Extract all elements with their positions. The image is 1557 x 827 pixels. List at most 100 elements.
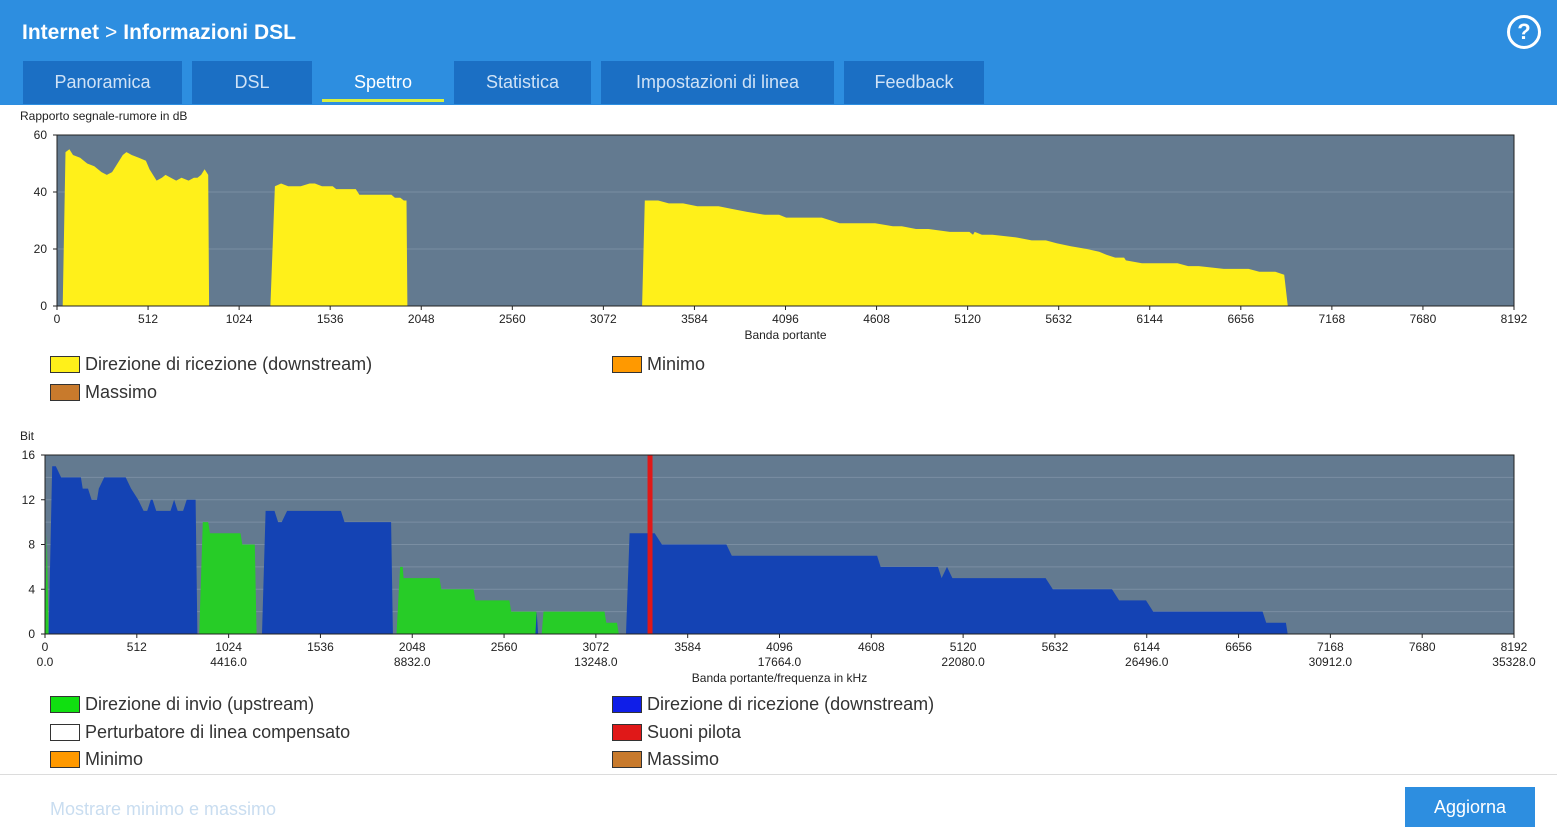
legend-item-snr-downstream: Direzione di ricezione (downstream) [50, 353, 372, 375]
legend-item-snr-minimo: Minimo [612, 353, 705, 375]
x-tick-label: 4096 [772, 312, 799, 326]
y-tick-label: 12 [22, 493, 36, 507]
legend-label: Direzione di ricezione (downstream) [85, 353, 373, 374]
x-tick-label: 3584 [674, 640, 701, 654]
tab-label: Spettro [353, 72, 413, 92]
x-tick-label: 512 [127, 640, 147, 654]
page-title: Informazioni DSL [123, 21, 296, 44]
x-tick-khz-label: 0.0 [37, 655, 54, 669]
series-area [48, 466, 198, 634]
x-tick-label: 5120 [950, 640, 977, 654]
legend-swatch [50, 750, 80, 768]
x-tick-label: 8192 [1501, 312, 1528, 326]
x-tick-label: 3072 [583, 640, 610, 654]
x-tick-khz-label: 13248.0 [574, 655, 618, 669]
legend-swatch [612, 750, 642, 768]
pilot-tone-line [647, 455, 653, 634]
x-tick-label: 3072 [590, 312, 617, 326]
snr-chart-title: Rapporto segnale-rumore in dB [20, 109, 188, 123]
series-area [270, 183, 408, 306]
tab-dsl[interactable]: DSL [192, 61, 312, 104]
series-area [626, 533, 1288, 634]
x-tick-label: 1536 [317, 312, 344, 326]
show-min-max-toggle[interactable]: Mostrare minimo e massimo [50, 799, 277, 819]
x-tick-label: 5632 [1042, 640, 1069, 654]
tab-panoramica[interactable]: Panoramica [23, 61, 182, 104]
x-tick-label: 7680 [1409, 640, 1436, 654]
x-tick-label: 0 [54, 312, 61, 326]
legend-item-downstream: Direzione di ricezione (downstream) [612, 693, 934, 715]
x-tick-label: 5120 [954, 312, 981, 326]
breadcrumb-parent-link[interactable]: Internet [22, 21, 100, 44]
x-tick-label: 1536 [307, 640, 334, 654]
footer-bar: Mostrare minimo e massimo Aggiorna [0, 774, 1557, 827]
legend-swatch [50, 695, 80, 713]
help-icon[interactable]: ? [1507, 15, 1541, 49]
series-area [45, 533, 49, 634]
tab-feedback[interactable]: Feedback [844, 61, 984, 104]
x-tick-label: 2560 [491, 640, 518, 654]
snr-chart: 0 20 40 60 0 512 1024 1536 2048 2560 3072 3584 4096 4… [34, 128, 1528, 340]
legend-label: Massimo [85, 381, 158, 402]
tab-statistica[interactable]: Statistica [454, 61, 591, 104]
series-area [396, 566, 539, 634]
legend-swatch [612, 355, 642, 373]
x-tick-label: 5632 [1045, 312, 1072, 326]
tab-label: Impostazioni di linea [635, 72, 800, 92]
legend-label: Perturbatore di linea compensato [85, 721, 351, 742]
x-tick-label: 7680 [1410, 312, 1437, 326]
tab-label: Panoramica [54, 72, 151, 92]
x-axis-label: Banda portante [744, 328, 826, 340]
x-tick-label: 6656 [1225, 640, 1252, 654]
y-tick-label: 16 [22, 448, 36, 462]
x-tick-label: 0 [42, 640, 49, 654]
tab-label: DSL [234, 72, 270, 92]
x-tick-label: 2560 [499, 312, 526, 326]
tab-spettro[interactable]: Spettro [322, 61, 444, 104]
x-tick-label: 7168 [1317, 640, 1344, 654]
legend-swatch [50, 383, 80, 401]
breadcrumb: Internet > Informazioni DSL [22, 20, 296, 46]
legend-label: Direzione di ricezione (downstream) [647, 693, 935, 714]
series-area [642, 200, 1288, 306]
x-axis-label: Banda portante/frequenza in kHz [692, 671, 867, 685]
legend-swatch [612, 723, 642, 741]
y-tick-label: 20 [34, 242, 48, 256]
legend-label: Massimo [647, 748, 720, 769]
x-tick-label: 7168 [1319, 312, 1346, 326]
x-tick-khz-label: 17664.0 [758, 655, 802, 669]
x-tick-label: 4608 [858, 640, 885, 654]
x-tick-khz-label: 35328.0 [1492, 655, 1536, 669]
breadcrumb-separator-icon: > [105, 21, 118, 44]
header-bar: Internet > Informazioni DSL ? Panoramica… [0, 0, 1557, 105]
refresh-button[interactable]: Aggiorna [1405, 787, 1535, 827]
y-tick-label: 40 [34, 185, 48, 199]
series-area [199, 522, 257, 634]
series-area [62, 149, 210, 306]
x-tick-label: 6656 [1227, 312, 1254, 326]
x-tick-label: 3584 [681, 312, 708, 326]
tab-impostazioni-di-linea[interactable]: Impostazioni di linea [601, 61, 834, 104]
legend-label: Minimo [647, 353, 706, 374]
series-area [262, 510, 393, 634]
x-tick-label: 6144 [1133, 640, 1160, 654]
x-tick-label: 2048 [408, 312, 435, 326]
x-tick-khz-label: 22080.0 [941, 655, 985, 669]
legend-item-perturbatore: Perturbatore di linea compensato [50, 721, 350, 743]
x-tick-khz-label: 30912.0 [1309, 655, 1353, 669]
x-tick-khz-label: 4416.0 [210, 655, 247, 669]
x-tick-label: 1024 [215, 640, 242, 654]
series-area [535, 611, 539, 634]
x-tick-label: 4608 [863, 312, 890, 326]
legend-swatch [50, 355, 80, 373]
x-tick-label: 8192 [1501, 640, 1528, 654]
x-tick-label: 1024 [226, 312, 253, 326]
x-tick-khz-label: 26496.0 [1125, 655, 1169, 669]
legend-swatch [612, 695, 642, 713]
tab-label: Statistica [485, 72, 560, 92]
y-tick-label: 8 [28, 538, 35, 552]
legend-item-bit-massimo: Massimo [612, 748, 719, 770]
x-tick-label: 2048 [399, 640, 426, 654]
x-tick-label: 512 [138, 312, 158, 326]
x-tick-label: 4096 [766, 640, 793, 654]
